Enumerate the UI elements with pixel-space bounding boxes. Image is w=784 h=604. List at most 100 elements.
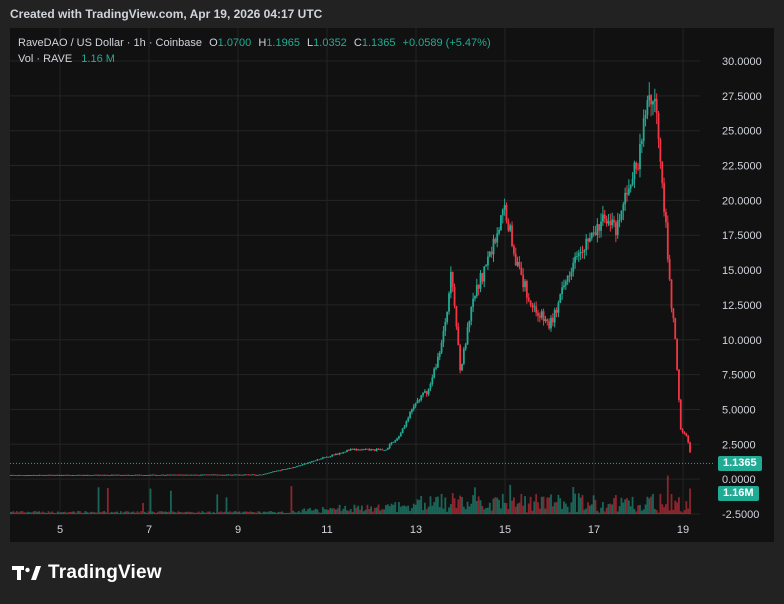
candle-body (676, 339, 678, 370)
chart-panel[interactable]: 30.0000 27.5000 25.0000 22.5000 20.0000 17.50… (10, 28, 774, 542)
volume-bar (58, 512, 61, 514)
candle-body (132, 475, 135, 476)
volume-bar (86, 512, 89, 514)
candle-body (661, 161, 664, 184)
candle-body (598, 224, 601, 231)
volume-bar (127, 511, 130, 514)
volume-bar (333, 508, 335, 514)
volume-bar (309, 507, 311, 514)
candle-body (205, 474, 208, 476)
volume-bar (155, 512, 157, 514)
volume-bar (97, 487, 100, 514)
volume-bar (310, 510, 313, 514)
volume-bar (40, 512, 42, 514)
volume-bar (36, 511, 39, 514)
volume-bar (56, 511, 59, 514)
candle-body (381, 449, 384, 451)
candle-body (592, 232, 595, 234)
volume-bar (360, 505, 363, 514)
candle-body (296, 466, 298, 467)
volume-bar (527, 503, 530, 514)
volume-bar (681, 512, 684, 514)
volume-bar (468, 506, 471, 514)
volume-bar (420, 495, 423, 514)
candle-body (670, 279, 673, 309)
volume-bar (448, 507, 450, 514)
candle-body (182, 474, 185, 476)
volume-bar (566, 506, 569, 514)
candle-body (596, 224, 599, 235)
candle-body (464, 344, 467, 349)
candle-body (525, 281, 528, 298)
volume-bar (509, 484, 512, 514)
candle-body (581, 251, 584, 253)
candle-body (564, 281, 567, 286)
candle-body (240, 474, 243, 476)
candle-body (112, 474, 115, 476)
candle-body (195, 474, 198, 476)
candle-body (652, 101, 654, 105)
y-tick-label: 0.0000 (722, 474, 756, 486)
candle-body (179, 474, 182, 476)
candle-body (572, 262, 575, 272)
volume-bar (416, 499, 419, 514)
volume-bar (312, 510, 315, 514)
volume-label: Vol · RAVE (18, 53, 73, 65)
candle-body (281, 469, 284, 471)
candlestick-chart[interactable]: 30.0000 27.5000 25.0000 22.5000 20.0000 17.50… (10, 28, 774, 542)
volume-bar (457, 499, 460, 514)
candle-body (131, 475, 133, 476)
candle-body (488, 251, 491, 257)
volume-bar (173, 512, 176, 514)
candle-body (253, 474, 256, 476)
volume-value: 1.16 M (81, 53, 115, 65)
volume-bar (379, 510, 382, 514)
volume-bar (303, 508, 306, 514)
candle-body (144, 475, 146, 476)
volume-bar (472, 495, 475, 514)
candle-body (119, 475, 122, 476)
volume-bar (30, 512, 33, 514)
candle-body (158, 474, 161, 476)
volume-bar (390, 503, 393, 514)
volume-bar (60, 512, 63, 514)
candle-body (229, 474, 232, 476)
candle-body (68, 474, 70, 476)
candle-body (23, 475, 26, 477)
volume-bar (568, 512, 571, 514)
volume-bar (524, 496, 526, 514)
candle-body (277, 470, 280, 472)
candle-body (105, 474, 107, 476)
candle-body (589, 238, 591, 242)
candle-body (260, 474, 263, 476)
volume-bar (394, 502, 397, 514)
volume-bar (481, 505, 484, 514)
candle-body (475, 284, 478, 296)
candle-body (496, 233, 499, 243)
volume-bar (207, 511, 209, 514)
volume-bar (168, 511, 170, 514)
candle-body (522, 274, 525, 288)
candle-body (318, 459, 321, 461)
candle-body (360, 449, 363, 451)
volume-bar (75, 512, 78, 514)
volume-bar (140, 511, 143, 514)
volume-bar (399, 506, 402, 514)
candle-body (255, 474, 258, 476)
volume-bar (93, 512, 96, 514)
candle-body (129, 474, 131, 476)
volume-bar (494, 497, 497, 514)
tradingview-logo[interactable]: TradingView (12, 562, 162, 584)
candle-body (403, 426, 406, 429)
volume-bar (64, 511, 67, 514)
volume-bar (307, 509, 309, 514)
volume-bar (462, 506, 465, 514)
candle-body (55, 475, 57, 476)
volume-bar (251, 512, 254, 514)
volume-bar (653, 508, 656, 514)
candle-body (353, 448, 356, 450)
candle-body (136, 474, 139, 476)
y-tick-label: 17.5000 (722, 230, 762, 242)
candle-body (25, 475, 28, 477)
volume-bar (327, 509, 330, 514)
